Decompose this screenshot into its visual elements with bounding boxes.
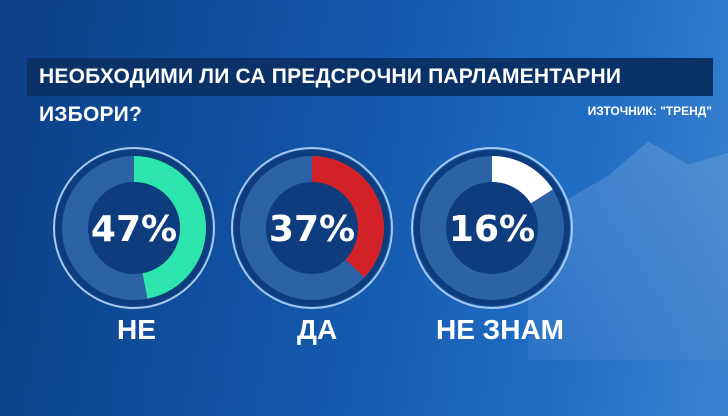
donut-segment (492, 156, 553, 204)
donut-hole (266, 182, 358, 274)
donut-hole (88, 182, 180, 274)
donut-segment (134, 156, 206, 299)
value-label: 16% (449, 209, 535, 250)
donut-outline (53, 147, 215, 309)
value-label: 37% (269, 209, 355, 250)
donut-outline (411, 147, 573, 309)
category-label-dont-know: НЕ ЗНАМ (436, 314, 564, 345)
chart-title: НЕОБХОДИМИ ЛИ СА ПРЕДСРОЧНИ ПАРЛАМЕНТАРН… (27, 58, 713, 126)
donut-hole (446, 182, 538, 274)
category-label-no: НЕ (117, 314, 156, 345)
source-label: ИЗТОЧНИК: "ТРЕНД" (587, 104, 712, 118)
donut-segment (312, 156, 384, 278)
donut-outline (231, 147, 393, 309)
value-label: 47% (91, 209, 177, 250)
category-label-yes: ДА (297, 314, 338, 345)
